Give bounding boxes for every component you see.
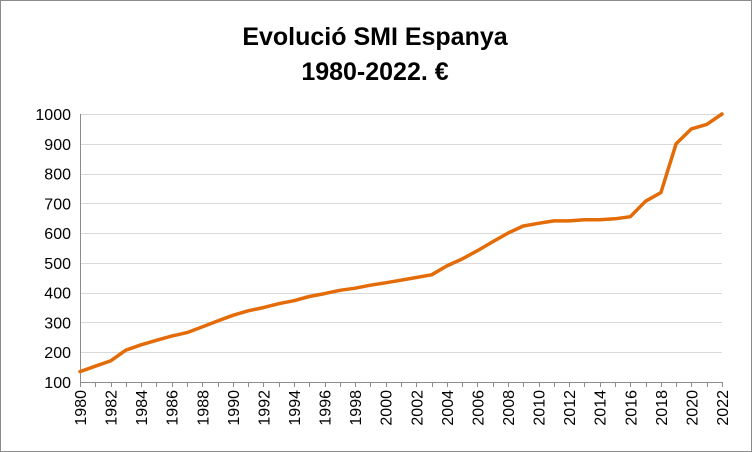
chart-title-line-1: Evolució SMI Espanya (242, 23, 508, 51)
y-tick-label: 500 (44, 256, 71, 273)
x-tick-label: 1988 (195, 390, 212, 426)
data-point-1984 (140, 343, 143, 346)
chart-title-line-2: 1980-2022. € (301, 58, 448, 86)
data-point-1990 (231, 314, 234, 317)
y-tick-label: 800 (44, 167, 71, 184)
data-point-2013 (583, 218, 586, 221)
data-point-2021 (705, 123, 708, 126)
y-tick-label: 100 (44, 375, 71, 392)
y-tick-label: 700 (44, 196, 71, 213)
y-tick-label: 600 (44, 226, 71, 243)
data-point-1993 (277, 302, 280, 305)
data-point-2022 (721, 113, 724, 116)
x-tick-label: 1996 (318, 390, 335, 426)
data-point-2014 (598, 218, 601, 221)
data-point-2006 (476, 249, 479, 252)
data-point-2003 (430, 273, 433, 276)
x-tick-label: 1986 (165, 390, 182, 426)
x-tick-label: 1982 (104, 390, 121, 426)
data-point-1991 (247, 309, 250, 312)
data-point-2010 (537, 222, 540, 225)
axes (80, 114, 723, 387)
x-tick-label: 2020 (684, 390, 701, 426)
data-point-2000 (384, 281, 387, 284)
data-point-1999 (369, 284, 372, 287)
x-tick-label: 2016 (623, 390, 640, 426)
x-tick-label: 2018 (654, 390, 671, 426)
data-point-1989 (216, 320, 219, 323)
data-point-1980 (79, 370, 82, 373)
data-point-1996 (323, 292, 326, 295)
x-tick-label: 1984 (134, 390, 151, 426)
series-line-0 (78, 112, 724, 374)
x-tick-label: 2010 (532, 390, 549, 426)
x-tick-label: 2000 (379, 390, 396, 426)
x-tick-label: 2004 (440, 390, 457, 426)
x-axis-tick-labels: 1980 1982 1984 1986 1988 1990 1992 1994 1996 1998… (73, 390, 732, 426)
grid-lines (80, 114, 722, 353)
x-tick-label: 2012 (562, 390, 579, 426)
data-point-1988 (201, 325, 204, 328)
y-tick-label: 900 (44, 137, 71, 154)
x-tick-label: 2002 (409, 390, 426, 426)
data-point-1981 (94, 365, 97, 368)
x-tick-label: 1980 (73, 390, 90, 426)
y-tick-label: 300 (44, 315, 71, 332)
data-point-2020 (690, 127, 693, 130)
data-point-2007 (491, 240, 494, 243)
data-point-2002 (415, 276, 418, 279)
data-point-2016 (629, 215, 632, 218)
data-point-1995 (308, 295, 311, 298)
x-tick-label: 1998 (348, 390, 365, 426)
data-point-1987 (186, 331, 189, 334)
data-point-2017 (644, 200, 647, 203)
y-tick-label: 400 (44, 286, 71, 303)
series-layer (78, 112, 724, 374)
x-tick-label: 1994 (287, 390, 304, 426)
x-tick-label: 1990 (226, 390, 243, 426)
data-point-2004 (445, 264, 448, 267)
data-point-2008 (507, 232, 510, 235)
data-point-1982 (109, 359, 112, 362)
data-point-2012 (568, 219, 571, 222)
x-tick-label: 2022 (715, 390, 732, 426)
data-point-1998 (354, 287, 357, 290)
data-point-1986 (170, 335, 173, 338)
data-point-1983 (124, 349, 127, 352)
data-point-2018 (659, 191, 662, 194)
y-tick-label: 200 (44, 345, 71, 362)
data-point-2005 (461, 258, 464, 261)
data-point-1992 (262, 306, 265, 309)
data-point-2011 (552, 219, 555, 222)
x-tick-label: 2014 (593, 390, 610, 426)
data-point-1985 (155, 339, 158, 342)
data-point-2015 (614, 217, 617, 220)
y-axis-tick-labels: 100 200 300 400 500 600 700 800 900 1000 (35, 107, 71, 392)
data-point-2009 (522, 225, 525, 228)
data-point-2019 (675, 142, 678, 145)
x-tick-label: 2008 (501, 390, 518, 426)
x-tick-label: 2006 (470, 390, 487, 426)
data-point-1997 (338, 289, 341, 292)
data-point-2001 (400, 279, 403, 282)
data-point-1994 (293, 299, 296, 302)
x-tick-label: 1992 (256, 390, 273, 426)
y-tick-label: 1000 (35, 107, 71, 124)
